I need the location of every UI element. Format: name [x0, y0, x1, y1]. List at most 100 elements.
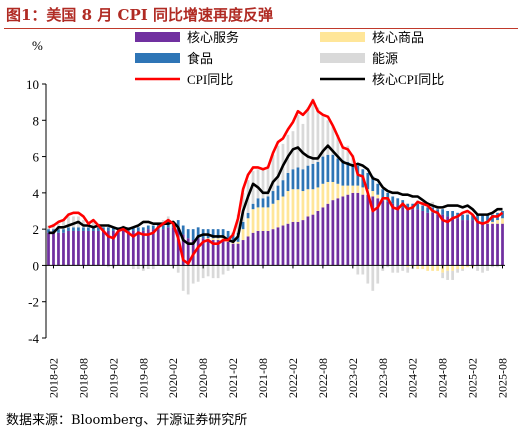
bar-食品 — [72, 227, 75, 231]
bar-食品 — [216, 229, 220, 239]
bar-能源 — [406, 267, 410, 273]
bar-能源 — [176, 265, 180, 273]
bar-核心服务 — [486, 223, 489, 266]
bar-核心服务 — [341, 196, 345, 266]
bar-食品 — [256, 198, 260, 208]
bar-能源 — [271, 154, 275, 192]
x-tick-label: 2024-02 — [406, 358, 420, 398]
bar-核心服务 — [476, 221, 479, 266]
bar-核心服务 — [366, 194, 370, 266]
legend-label: 核心服务 — [187, 30, 239, 45]
bar-食品 — [266, 196, 270, 208]
bar-食品 — [82, 227, 85, 231]
bar-核心服务 — [301, 220, 305, 266]
bar-核心服务 — [346, 194, 350, 266]
bar-核心商品 — [286, 191, 290, 224]
bar-能源 — [451, 270, 454, 280]
legend-label: CPI同比 — [187, 72, 233, 87]
bar-核心商品 — [501, 218, 504, 224]
x-tick-label: 2020-08 — [196, 358, 210, 398]
bar-能源 — [151, 265, 155, 270]
bar-核心商品 — [306, 189, 310, 217]
y-tick-label: 8 — [33, 113, 40, 128]
bar-核心商品 — [331, 181, 335, 201]
x-tick-label: 2020-02 — [166, 358, 180, 398]
bar-核心服务 — [461, 220, 464, 266]
bar-核心服务 — [371, 196, 375, 266]
bar-核心商品 — [496, 220, 499, 224]
bar-核心商品 — [421, 265, 425, 270]
bar-能源 — [106, 265, 110, 268]
bar-食品 — [226, 230, 230, 241]
bar-核心服务 — [351, 192, 355, 266]
bar-核心服务 — [47, 232, 50, 266]
bar-能源 — [391, 265, 395, 273]
bar-食品 — [366, 172, 370, 190]
bar-核心商品 — [321, 183, 325, 208]
bar-核心服务 — [171, 227, 175, 266]
bar-能源 — [386, 265, 390, 268]
bar-核心服务 — [176, 229, 180, 266]
bar-食品 — [111, 227, 115, 231]
bar-能源 — [92, 220, 95, 228]
bar-能源 — [136, 265, 140, 270]
bar-食品 — [381, 189, 385, 199]
x-tick-label: 2021-08 — [256, 358, 270, 398]
bar-核心商品 — [451, 265, 454, 271]
bar-核心服务 — [441, 214, 445, 266]
legend-label: 核心CPI同比 — [372, 72, 444, 87]
bar-能源 — [456, 269, 459, 273]
bar-能源 — [251, 171, 255, 204]
legend-swatch — [135, 53, 180, 63]
bar-核心商品 — [416, 265, 420, 270]
bar-核心商品 — [406, 265, 410, 268]
bar-能源 — [401, 265, 405, 271]
bar-能源 — [346, 145, 350, 163]
bar-核心服务 — [52, 232, 55, 266]
bar-食品 — [451, 211, 454, 217]
y-tick-label: 6 — [33, 150, 40, 165]
bar-能源 — [376, 265, 380, 284]
legend-swatch — [320, 32, 365, 42]
bar-能源 — [181, 265, 185, 291]
bar-能源 — [211, 265, 215, 279]
bar-食品 — [321, 156, 325, 184]
line-CPI同比 — [48, 99, 504, 265]
bar-食品 — [131, 227, 135, 231]
bar-能源 — [146, 265, 150, 270]
bar-核心服务 — [471, 220, 474, 266]
bar-核心服务 — [106, 230, 110, 266]
bar-能源 — [461, 269, 464, 271]
bar-核心商品 — [281, 196, 285, 226]
bar-核心商品 — [371, 191, 375, 197]
bar-核心商品 — [346, 185, 350, 195]
bar-核心服务 — [271, 229, 275, 266]
x-tick-label: 2024-08 — [436, 358, 450, 398]
bar-核心服务 — [306, 216, 310, 266]
bar-核心商品 — [341, 185, 345, 197]
bar-食品 — [316, 162, 320, 188]
bar-能源 — [341, 147, 345, 161]
bar-核心商品 — [256, 207, 260, 231]
bar-食品 — [301, 169, 305, 192]
bar-核心服务 — [251, 232, 255, 266]
bar-核心服务 — [391, 203, 395, 266]
bar-食品 — [326, 154, 330, 182]
bar-核心商品 — [241, 229, 245, 241]
bar-核心商品 — [211, 238, 215, 241]
title-divider — [4, 28, 518, 29]
bar-食品 — [151, 225, 155, 230]
bar-食品 — [471, 214, 474, 221]
bar-核心商品 — [326, 181, 330, 204]
bar-能源 — [67, 216, 70, 228]
bar-核心服务 — [146, 229, 150, 266]
bar-核心服务 — [121, 230, 125, 266]
bar-核心商品 — [431, 265, 435, 271]
y-tick-label: 10 — [26, 77, 39, 92]
bar-核心服务 — [276, 227, 280, 266]
bar-核心服务 — [231, 243, 235, 266]
bar-食品 — [466, 214, 469, 221]
bar-能源 — [336, 134, 340, 159]
bar-食品 — [97, 227, 100, 231]
bar-食品 — [426, 207, 430, 213]
